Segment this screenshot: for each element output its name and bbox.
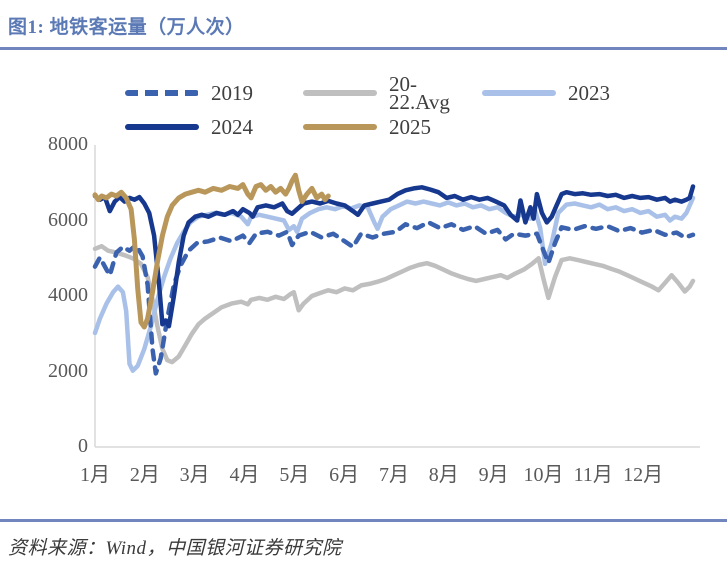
x-tick-label-8月: 8月 [428,464,459,486]
legend-item-20-22.Avg: 20-22.Avg [303,74,450,113]
x-tick-label-6月: 6月 [329,464,360,486]
y-tick-label-0: 0 [78,435,88,457]
legend-label-2023: 2023 [568,81,610,105]
title-rule [0,47,727,50]
legend-item-2019: 2019 [125,81,253,105]
figure-title: 图1: 地铁客运量（万人次） [8,17,245,38]
series-line-2019 [92,220,696,376]
legend-swatch-2019 [125,90,199,96]
legend-item-2024: 2024 [125,115,253,139]
x-tick-label-7月: 7月 [378,464,409,486]
legend-swatch-2023 [482,90,556,96]
x-tick-label-2月: 2月 [129,464,160,486]
x-tick-label-9月: 9月 [478,464,509,486]
y-tick-label-8000: 8000 [48,133,88,155]
x-tick-label-5月: 5月 [279,464,310,486]
legend-swatch-20-22.Avg [303,90,377,96]
legend-swatch-2024 [125,124,199,130]
series-line-2023 [92,195,696,373]
legend-label-20-22.Avg: 20-22.Avg [389,72,450,114]
legend-item-2025: 2025 [303,115,431,139]
x-tick-label-10月: 10月 [523,464,564,486]
y-tick-label-6000: 6000 [48,208,88,231]
y-tick-label-2000: 2000 [48,359,88,382]
legend-label-2019: 2019 [211,81,253,105]
series-line-2025 [92,172,331,330]
x-tick-label-4月: 4月 [229,464,260,486]
legend-item-2023: 2023 [482,81,610,105]
x-tick-label-12月: 12月 [623,464,664,486]
source-rule [0,519,727,522]
x-tick-label-1月: 1月 [80,464,110,486]
legend-swatch-2025 [303,124,377,130]
source-text: 资料来源：Wind，中国银河证券研究院 [8,538,342,559]
x-tick-label-3月: 3月 [179,464,210,486]
y-tick-label-4000: 4000 [48,284,88,306]
series-line-20-22.Avg [92,243,696,365]
legend-label-2025: 2025 [389,115,431,139]
x-tick-label-11月: 11月 [573,464,613,486]
legend-label-2024: 2024 [211,115,253,139]
series-line-2024 [92,184,696,329]
